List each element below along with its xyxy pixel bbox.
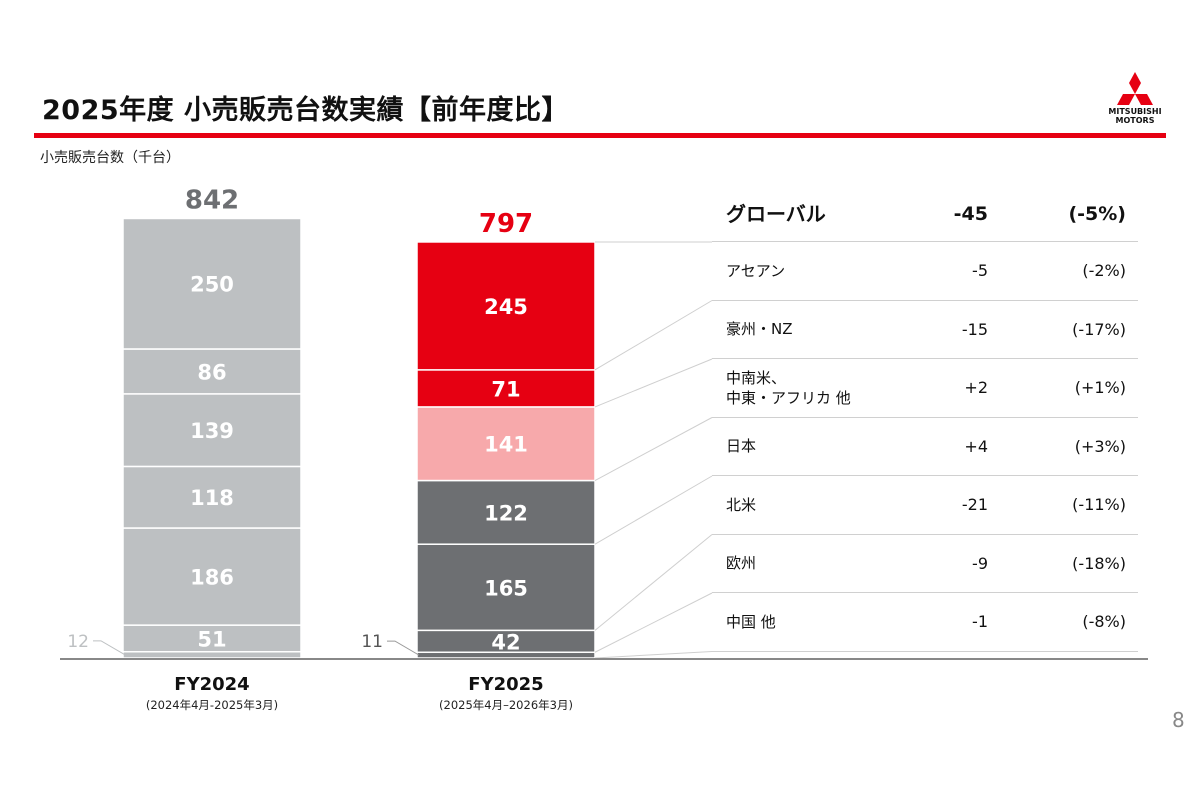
region-name: 豪州・NZ xyxy=(726,320,793,339)
table-row: 欧州 -9 (-18%) xyxy=(712,535,1138,593)
connector-line xyxy=(594,592,713,653)
region-name-line2: 中東・アフリカ 他 xyxy=(726,388,851,407)
segment-value-label: 86 xyxy=(197,360,226,384)
pct-value: (-17%) xyxy=(1072,319,1126,339)
segment-value-label: 141 xyxy=(484,433,528,457)
outside-value-label: 12 xyxy=(67,632,89,652)
title-rule xyxy=(34,133,1166,138)
region-name: 中南米、 中東・アフリカ 他 xyxy=(726,368,851,408)
page-title: 2025年度 小売販売台数実績【前年度比】 xyxy=(42,95,570,126)
region-name: グローバル xyxy=(726,201,826,226)
x-category-fy2025: FY2025 (2025年4月–2026年3月) xyxy=(386,674,626,713)
pct-value: (-11%) xyxy=(1072,495,1126,515)
bar-segment xyxy=(122,465,302,529)
diff-value: -9 xyxy=(972,553,988,573)
pct-value: (-5%) xyxy=(1068,202,1126,225)
connector-line xyxy=(594,358,713,408)
x-tick-sublabel: (2025年4月–2026年3月) xyxy=(439,698,573,712)
table-row: 中国 他 -1 (-8%) xyxy=(712,593,1138,652)
segment-value-label: 186 xyxy=(190,566,234,590)
connector-line xyxy=(594,534,713,631)
region-name-line1: 中南米、 xyxy=(726,368,787,387)
bar-segment xyxy=(416,543,596,632)
x-tick-label: FY2024 xyxy=(174,674,250,695)
bar-segment xyxy=(416,479,596,545)
total-value-label: 842 xyxy=(185,185,239,215)
connector-line xyxy=(594,300,713,371)
bar-segment xyxy=(122,527,302,626)
region-name: 欧州 xyxy=(726,554,757,573)
region-name: アセアン xyxy=(726,261,786,280)
pct-value: (+1%) xyxy=(1074,378,1126,398)
leader-line xyxy=(93,640,126,656)
logo-text-line2: MOTORS xyxy=(1115,116,1155,125)
bar-segment xyxy=(122,348,302,395)
diff-value: -21 xyxy=(961,495,988,515)
segment-value-label: 71 xyxy=(491,377,520,401)
connector-line xyxy=(594,475,713,545)
pct-value: (-18%) xyxy=(1072,553,1126,573)
x-tick-label: FY2025 xyxy=(468,674,544,695)
leader-line xyxy=(387,640,420,656)
logo-text-line1: MITSUBISHI xyxy=(1108,107,1162,116)
segment-value-label: 122 xyxy=(484,501,528,525)
total-value-label: 797 xyxy=(479,209,533,239)
segment-value-label: 165 xyxy=(484,576,528,600)
segment-value-label: 250 xyxy=(190,273,234,297)
unit-label: 小売販売台数（千台） xyxy=(40,150,180,166)
region-name: 日本 xyxy=(726,437,757,456)
table-header-row: グローバル -45 (-5%) xyxy=(712,186,1138,242)
bar-segment xyxy=(122,624,302,653)
x-tick-sublabel: (2024年4月-2025年3月) xyxy=(145,698,279,712)
bar-segment xyxy=(122,217,302,350)
three-diamonds-icon xyxy=(1117,72,1153,105)
segment-value-label: 42 xyxy=(491,630,520,654)
table-row: 豪州・NZ -15 (-17%) xyxy=(712,301,1138,359)
page-number: 8 xyxy=(1172,708,1185,732)
pct-value: (-8%) xyxy=(1082,612,1126,632)
region-diff-table: グローバル -45 (-5%) アセアン -5 (-2%) 豪州・NZ -15 … xyxy=(712,186,1138,652)
diff-value: -5 xyxy=(972,261,988,281)
table-row: 北米 -21 (-11%) xyxy=(712,476,1138,535)
outside-value-label: 11 xyxy=(361,632,383,652)
connector-line xyxy=(594,651,713,659)
segment-value-label: 118 xyxy=(190,486,234,510)
diff-value: +4 xyxy=(964,436,988,456)
bar-segment xyxy=(416,406,596,482)
segment-value-label: 139 xyxy=(190,419,234,443)
region-name: 中国 他 xyxy=(726,612,776,631)
pct-value: (+3%) xyxy=(1074,436,1126,456)
diff-value: -15 xyxy=(961,319,988,339)
bar-segment xyxy=(122,650,302,659)
connector-line xyxy=(594,417,713,481)
diff-value: +2 xyxy=(964,378,988,398)
region-name: 北米 xyxy=(726,495,757,514)
bar-segment xyxy=(122,393,302,468)
table-row: アセアン -5 (-2%) xyxy=(712,242,1138,301)
diff-value: -45 xyxy=(953,202,988,225)
diff-value: -1 xyxy=(972,612,988,632)
segment-value-label: 245 xyxy=(484,295,528,319)
x-category-fy2024: FY2024 (2024年4月-2025年3月) xyxy=(92,674,332,713)
table-row: 中南米、 中東・アフリカ 他 +2 (+1%) xyxy=(712,359,1138,418)
bar-segment xyxy=(416,241,596,371)
segment-value-label: 51 xyxy=(197,627,226,651)
table-row: 日本 +4 (+3%) xyxy=(712,418,1138,476)
pct-value: (-2%) xyxy=(1082,261,1126,281)
